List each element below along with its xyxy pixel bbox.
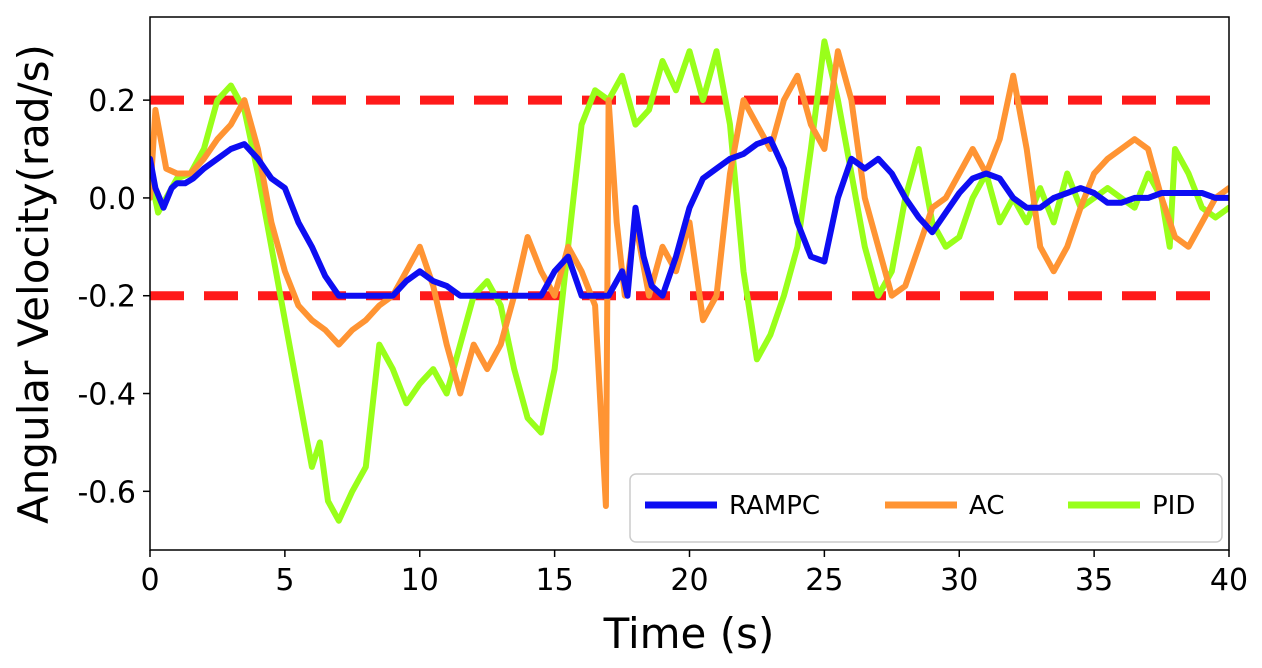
y-tick-label: -0.4: [77, 378, 136, 413]
reference-lines: [150, 95, 1229, 301]
x-axis-ticks: 0 5 10 15 20 25 30 35 40: [140, 550, 1248, 598]
plot-frame: [149, 16, 1230, 551]
x-tick-label: 15: [536, 563, 574, 598]
x-axis-label: Time (s): [603, 609, 775, 658]
series-line-ac: [150, 48, 1229, 509]
x-tick-label: 20: [670, 563, 708, 598]
y-axis-ticks: 0.2 0.0 -0.2 -0.4 -0.6: [77, 84, 150, 510]
legend: RAMPC AC PID: [629, 473, 1223, 543]
y-tick-label: 0.0: [88, 182, 136, 217]
series-layer: [150, 38, 1229, 524]
series-line-rampc: [150, 136, 1229, 299]
x-tick-label: 35: [1075, 563, 1113, 598]
x-tick-label: 30: [940, 563, 978, 598]
x-tick-label: 5: [275, 563, 294, 598]
y-tick-label: -0.2: [77, 280, 136, 315]
series-line-pid: [150, 38, 1229, 524]
x-tick-label: 25: [805, 563, 843, 598]
y-axis-label: Angular Velocity(rad/s): [9, 44, 58, 524]
y-tick-label: -0.6: [77, 475, 136, 510]
legend-label-rampc: RAMPC: [729, 491, 820, 521]
legend-label-pid: PID: [1152, 491, 1195, 521]
x-tick-label: 10: [401, 563, 439, 598]
legend-label-ac: AC: [969, 491, 1004, 521]
x-tick-label: 40: [1210, 563, 1248, 598]
x-tick-label: 0: [140, 563, 159, 598]
y-tick-label: 0.2: [88, 84, 136, 119]
